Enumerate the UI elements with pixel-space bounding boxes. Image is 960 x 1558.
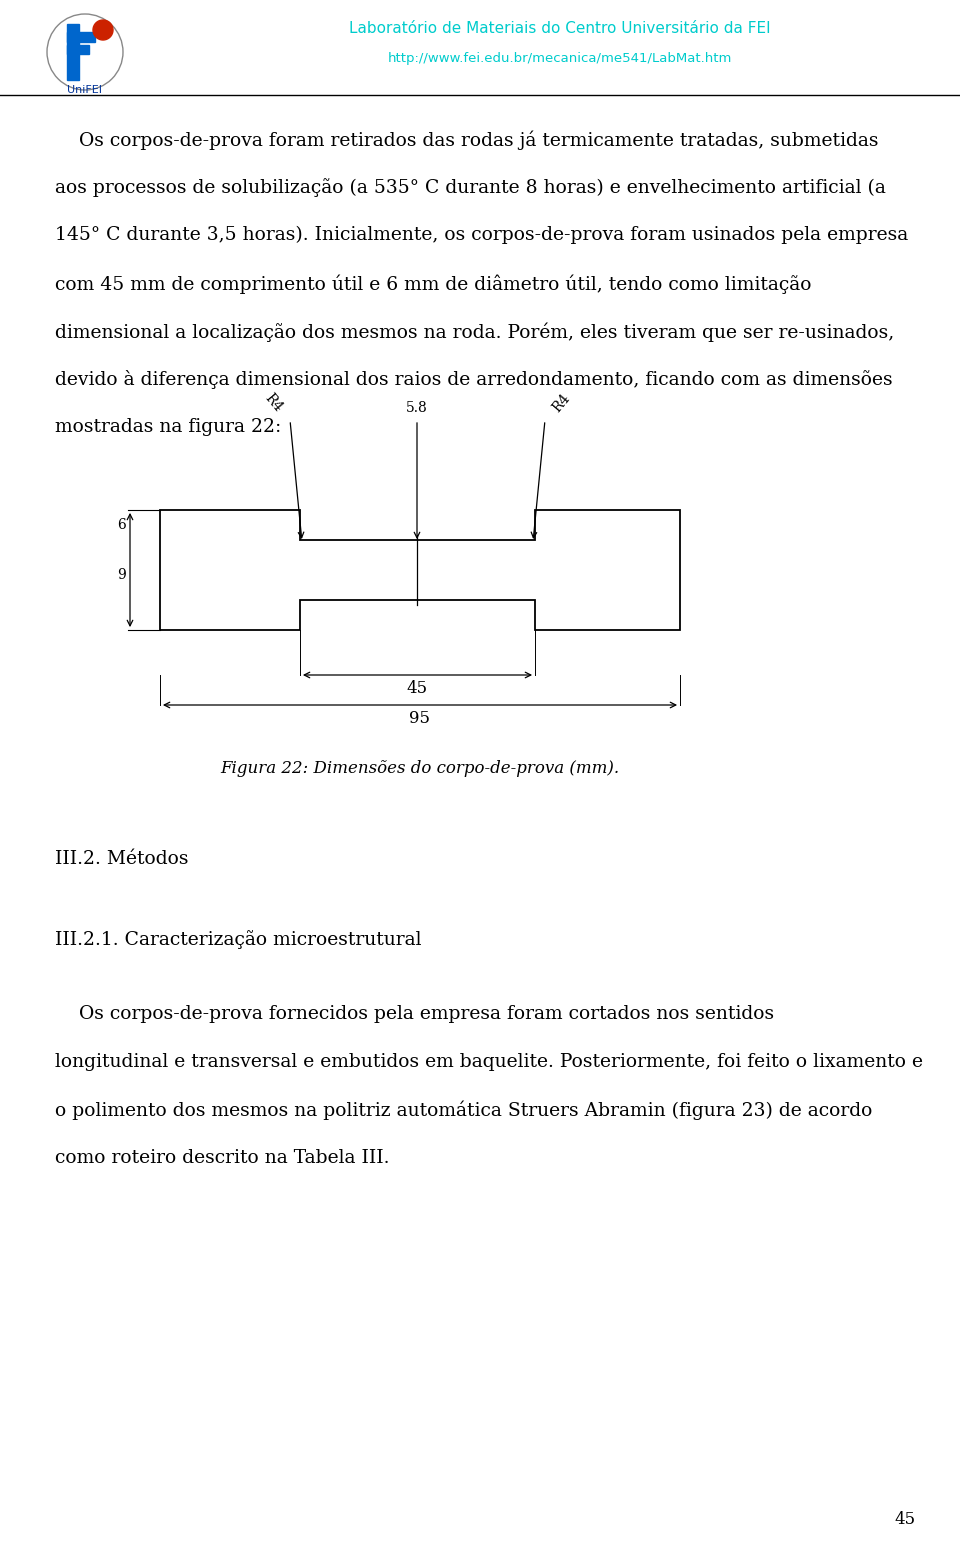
Text: 45: 45 bbox=[895, 1511, 916, 1528]
Text: 145° C durante 3,5 horas). Inicialmente, os corpos-de-prova foram usinados pela : 145° C durante 3,5 horas). Inicialmente,… bbox=[55, 226, 908, 245]
Text: devido à diferença dimensional dos raios de arredondamento, ficando com as dimen: devido à diferença dimensional dos raios… bbox=[55, 369, 893, 390]
Text: longitudinal e transversal e embutidos em baquelite. Posteriormente, foi feito o: longitudinal e transversal e embutidos e… bbox=[55, 1053, 923, 1070]
Text: mostradas na figura 22:: mostradas na figura 22: bbox=[55, 418, 281, 436]
Text: 5.8: 5.8 bbox=[406, 400, 428, 414]
Text: http://www.fei.edu.br/mecanica/me541/LabMat.htm: http://www.fei.edu.br/mecanica/me541/Lab… bbox=[388, 51, 732, 64]
Text: aos processos de solubilização (a 535° C durante 8 horas) e envelhecimento artif: aos processos de solubilização (a 535° C… bbox=[55, 178, 886, 196]
Text: Os corpos-de-prova foram retirados das rodas já termicamente tratadas, submetida: Os corpos-de-prova foram retirados das r… bbox=[55, 129, 878, 150]
Bar bbox=[67, 45, 89, 55]
Text: com 45 mm de comprimento útil e 6 mm de diâmetro útil, tendo como limitação: com 45 mm de comprimento útil e 6 mm de … bbox=[55, 274, 811, 293]
Text: UniFEI: UniFEI bbox=[67, 86, 103, 95]
Text: III.2. Métodos: III.2. Métodos bbox=[55, 851, 188, 868]
Text: o polimento dos mesmos na politriz automática Struers Abramin (figura 23) de aco: o polimento dos mesmos na politriz autom… bbox=[55, 1102, 873, 1120]
Text: Laboratório de Materiais do Centro Universitário da FEI: Laboratório de Materiais do Centro Unive… bbox=[349, 20, 771, 36]
Text: R4: R4 bbox=[262, 391, 285, 414]
Text: Figura 22: Dimensões do corpo-de-prova (mm).: Figura 22: Dimensões do corpo-de-prova (… bbox=[221, 760, 619, 777]
Text: 45: 45 bbox=[406, 679, 427, 696]
Text: Os corpos-de-prova fornecidos pela empresa foram cortados nos sentidos: Os corpos-de-prova fornecidos pela empre… bbox=[55, 1005, 774, 1024]
Bar bbox=[67, 23, 79, 79]
Text: R4: R4 bbox=[550, 391, 573, 414]
Text: como roteiro descrito na Tabela III.: como roteiro descrito na Tabela III. bbox=[55, 1148, 390, 1167]
Circle shape bbox=[93, 20, 113, 41]
Text: 6: 6 bbox=[117, 517, 126, 531]
Text: 95: 95 bbox=[410, 710, 430, 728]
Text: 9: 9 bbox=[117, 569, 126, 583]
Bar bbox=[67, 33, 95, 42]
Text: dimensional a localização dos mesmos na roda. Porém, eles tiveram que ser re-usi: dimensional a localização dos mesmos na … bbox=[55, 323, 895, 341]
Text: III.2.1. Caracterização microestrutural: III.2.1. Caracterização microestrutural bbox=[55, 930, 421, 949]
